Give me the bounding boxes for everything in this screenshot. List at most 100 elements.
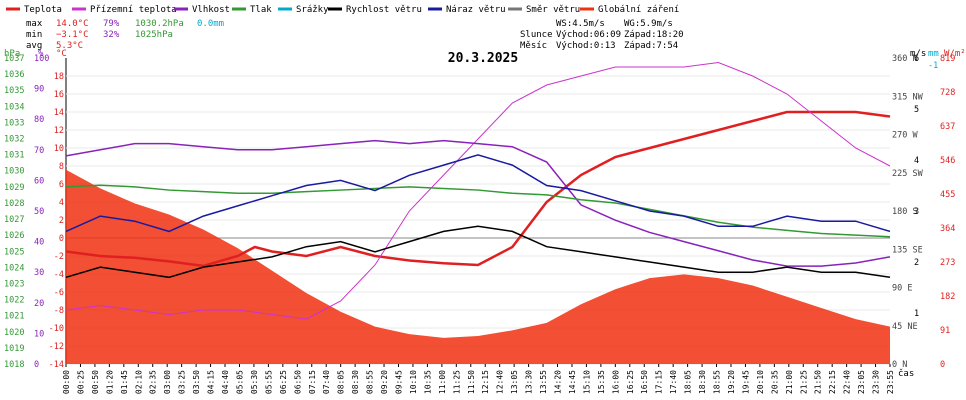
- x-tick-label: 19:20: [727, 370, 736, 394]
- x-tick-label: 06:25: [279, 370, 288, 394]
- x-tick-label: 20:10: [756, 370, 765, 394]
- x-tick-label: 05:30: [250, 370, 259, 394]
- temperature-tick-label: -14: [49, 360, 64, 370]
- x-tick-label: 16:50: [640, 370, 649, 394]
- legend-label: Globální záření: [598, 5, 679, 15]
- radiation-tick-label: 637: [940, 122, 955, 132]
- series-line: [65, 154, 891, 233]
- x-tick-label: 13:05: [510, 370, 519, 394]
- astro-wg: WG:5.9m/s: [624, 19, 673, 29]
- x-tick-label: 23:30: [872, 370, 881, 394]
- pressure-tick-label: 1036: [4, 70, 24, 80]
- wind-speed-tick-label: 4: [914, 156, 919, 166]
- x-tick-label: 18:05: [684, 370, 693, 394]
- legend-label: Srážky: [296, 5, 329, 15]
- x-tick-label: 22:15: [828, 370, 837, 394]
- temperature-tick-label: 8: [59, 162, 64, 172]
- x-tick-label: 13:30: [525, 370, 534, 394]
- stats-min-hum: 32%: [103, 30, 120, 40]
- x-tick-label: 01:45: [120, 370, 129, 394]
- x-tick-label: 10:10: [409, 370, 418, 394]
- wind-direction-tick-label: 45 NE: [892, 322, 918, 332]
- temperature-tick-label: 2: [59, 216, 64, 226]
- radiation-tick-label: 364: [940, 224, 955, 234]
- pressure-tick-label: 1027: [4, 215, 24, 225]
- x-axis-ticks: 00:00 00:25 00:50 01:20 01:45 02:10 02:35 03:00…: [62, 364, 895, 394]
- humidity-tick-label: 10: [34, 329, 44, 339]
- wind-direction-tick-label: 90 E: [892, 284, 912, 294]
- wind-direction-tick-label: 135 SE: [892, 245, 923, 255]
- temperature-tick-label: 6: [59, 180, 64, 190]
- humidity-tick-label: 40: [34, 238, 44, 248]
- temperature-tick-label: 10: [54, 144, 64, 154]
- x-tick-label: 05:55: [264, 370, 273, 394]
- pressure-tick-label: 1031: [4, 151, 24, 161]
- pressure-tick-label: 1028: [4, 199, 24, 209]
- x-tick-label: 05:05: [235, 370, 244, 394]
- x-tick-label: 16:00: [611, 370, 620, 394]
- radiation-tick-label: 0: [940, 360, 945, 370]
- axis-unit-label: mm: [928, 49, 939, 59]
- wind-direction-tick-label: 360 N: [892, 54, 918, 64]
- astro-moon-rise: Východ:0:13: [556, 41, 616, 51]
- humidity-tick-label: 90: [34, 85, 44, 95]
- x-tick-label: 13:55: [539, 370, 548, 394]
- x-tick-label: 21:00: [785, 370, 794, 394]
- radiation-tick-label: 182: [940, 292, 955, 302]
- chart-legend: Teplota Přízemní teplota Vlhkost Tlak Srážky…: [6, 5, 679, 15]
- axis-unit-label: %: [38, 49, 44, 59]
- x-tick-label: 03:50: [192, 370, 201, 394]
- astro-sun-set: Západ:18:20: [624, 30, 684, 40]
- wind-speed-tick-label: 3: [914, 207, 919, 217]
- x-tick-label: 23:05: [857, 370, 866, 394]
- x-axis-label: čas: [898, 368, 914, 379]
- humidity-tick-label: 50: [34, 207, 44, 217]
- axis-unit-label: hPa: [4, 49, 20, 59]
- series-line: [65, 139, 891, 267]
- series-line: [65, 184, 891, 238]
- temperature-tick-label: 16: [54, 90, 64, 100]
- wind-speed-tick-label: 6: [914, 54, 919, 64]
- stats-avg-label: avg: [26, 41, 42, 51]
- stats-max-hum: 79%: [103, 19, 120, 29]
- pressure-tick-label: 1023: [4, 279, 24, 289]
- stats-max-label: max: [26, 19, 43, 29]
- humidity-tick-label: 0: [34, 360, 39, 370]
- stats-min-press: 1025hPa: [135, 30, 173, 40]
- humidity-tick-label: 20: [34, 299, 44, 309]
- x-tick-label: 00:50: [91, 370, 100, 394]
- humidity-tick-label: 100: [34, 54, 49, 64]
- x-tick-label: 11:50: [467, 370, 476, 394]
- precip-tick-label: -1: [928, 61, 938, 71]
- x-tick-label: 08:05: [337, 370, 346, 394]
- x-tick-label: 11:00: [438, 370, 447, 394]
- x-tick-label: 22:40: [843, 370, 852, 394]
- legend-label: Přízemní teplota: [90, 5, 177, 15]
- temperature-tick-label: -8: [54, 306, 64, 316]
- pressure-tick-label: 1018: [4, 360, 24, 370]
- pressure-tick-label: 1022: [4, 296, 24, 306]
- astro-sun-rise: Východ:06:09: [556, 30, 621, 40]
- humidity-tick-label: 70: [34, 146, 44, 156]
- x-tick-label: 12:15: [481, 370, 490, 394]
- x-tick-label: 18:30: [698, 370, 707, 394]
- x-tick-label: 08:30: [351, 370, 360, 394]
- legend-label: Tlak: [250, 5, 272, 15]
- astro-sun-label: Slunce: [520, 30, 553, 40]
- wind-speed-tick-label: 1: [914, 309, 919, 319]
- x-tick-label: 07:15: [308, 370, 317, 394]
- axis-unit-label: W/m²: [944, 49, 966, 59]
- x-tick-label: 01:20: [105, 370, 114, 394]
- radiation-tick-label: 455: [940, 190, 955, 200]
- pressure-tick-label: 1019: [4, 344, 24, 354]
- wind-direction-tick-label: 270 W: [892, 131, 918, 141]
- humidity-tick-label: 80: [34, 115, 44, 125]
- wind-speed-tick-label: 2: [914, 258, 919, 268]
- x-tick-label: 21:50: [814, 370, 823, 394]
- x-tick-label: 08:55: [366, 370, 375, 394]
- temperature-tick-label: 14: [54, 108, 64, 118]
- x-tick-label: 11:25: [452, 370, 461, 394]
- wind-direction-tick-label: 315 NW: [892, 92, 924, 102]
- pressure-tick-label: 1024: [4, 263, 24, 273]
